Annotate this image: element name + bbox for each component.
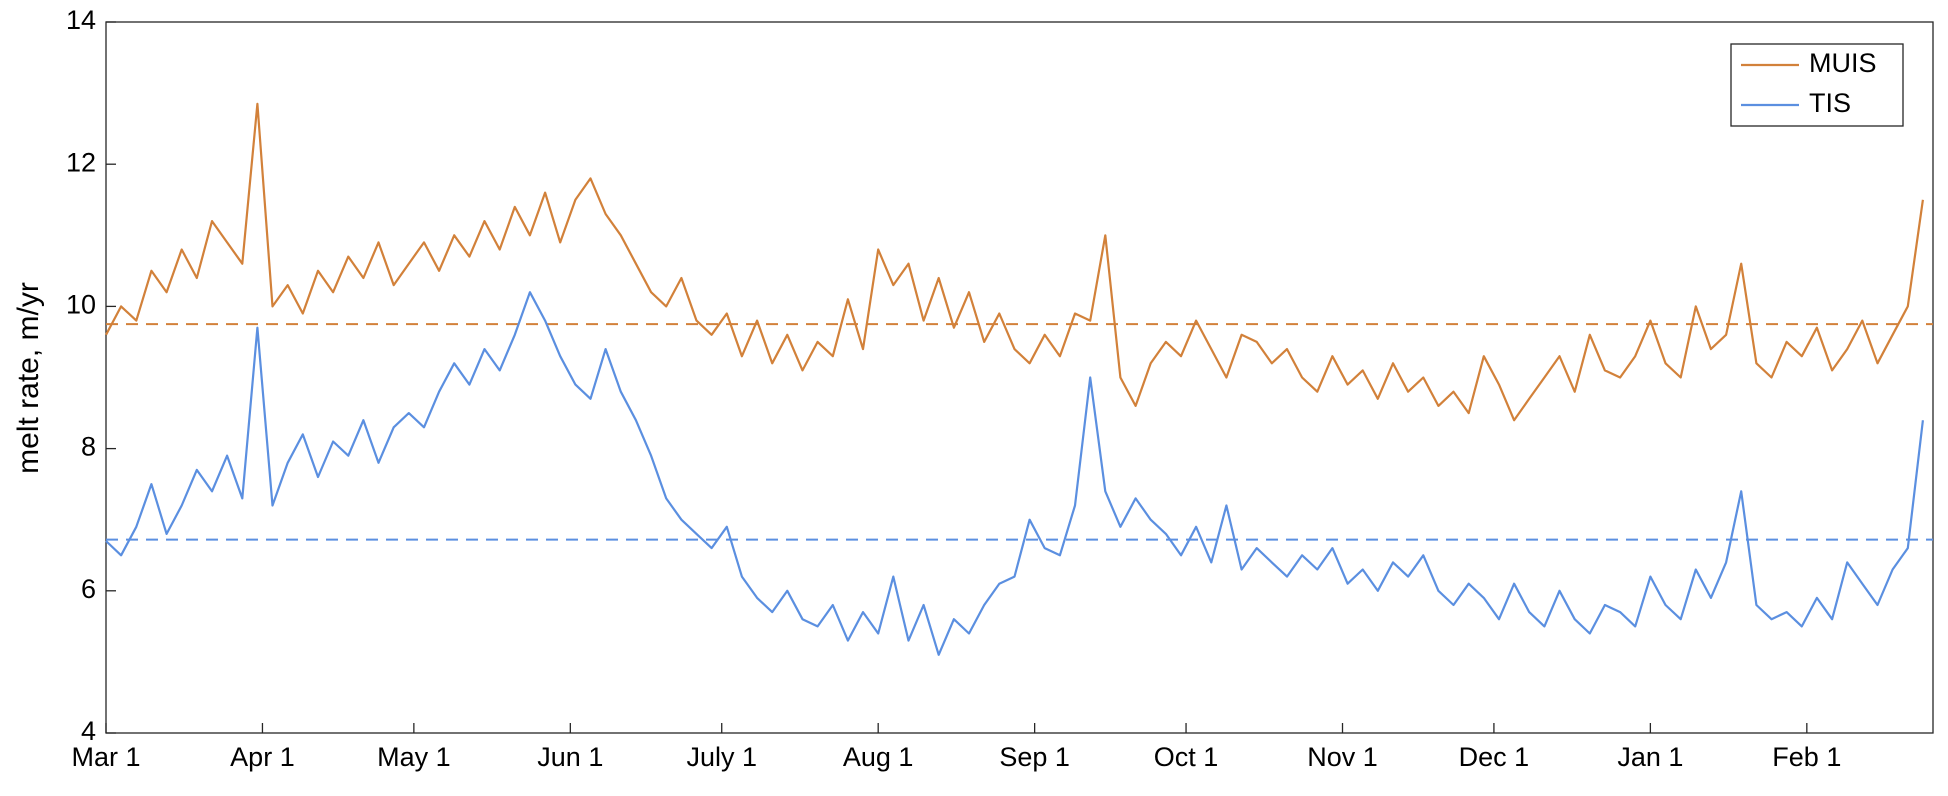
x-tick-label: Dec 1 — [1459, 742, 1530, 772]
y-tick-label: 10 — [66, 290, 96, 320]
x-tick-label: Aug 1 — [843, 742, 914, 772]
x-tick-label: Nov 1 — [1307, 742, 1378, 772]
x-tick-label: May 1 — [377, 742, 451, 772]
legend-label: MUIS — [1809, 48, 1877, 78]
y-tick-label: 12 — [66, 147, 96, 177]
series-line — [105, 102, 1924, 422]
x-tick-label: Jun 1 — [537, 742, 603, 772]
x-tick-label: Oct 1 — [1154, 742, 1219, 772]
y-axis-label: melt rate, m/yr — [12, 282, 45, 474]
x-tick-label: July 1 — [686, 742, 757, 772]
x-tick-label: Sep 1 — [999, 742, 1070, 772]
legend-label: TIS — [1809, 88, 1851, 118]
y-tick-label: 14 — [66, 5, 96, 35]
x-tick-label: Jan 1 — [1617, 742, 1683, 772]
y-tick-label: 4 — [81, 716, 96, 746]
x-tick-label: Mar 1 — [71, 742, 140, 772]
x-tick-label: Feb 1 — [1772, 742, 1841, 772]
series-line — [105, 291, 1924, 656]
plot-frame — [105, 21, 1934, 734]
legend-box — [1730, 43, 1904, 127]
x-tick-label: Apr 1 — [230, 742, 295, 772]
y-tick-label: 6 — [81, 574, 96, 604]
y-tick-label: 8 — [81, 432, 96, 462]
